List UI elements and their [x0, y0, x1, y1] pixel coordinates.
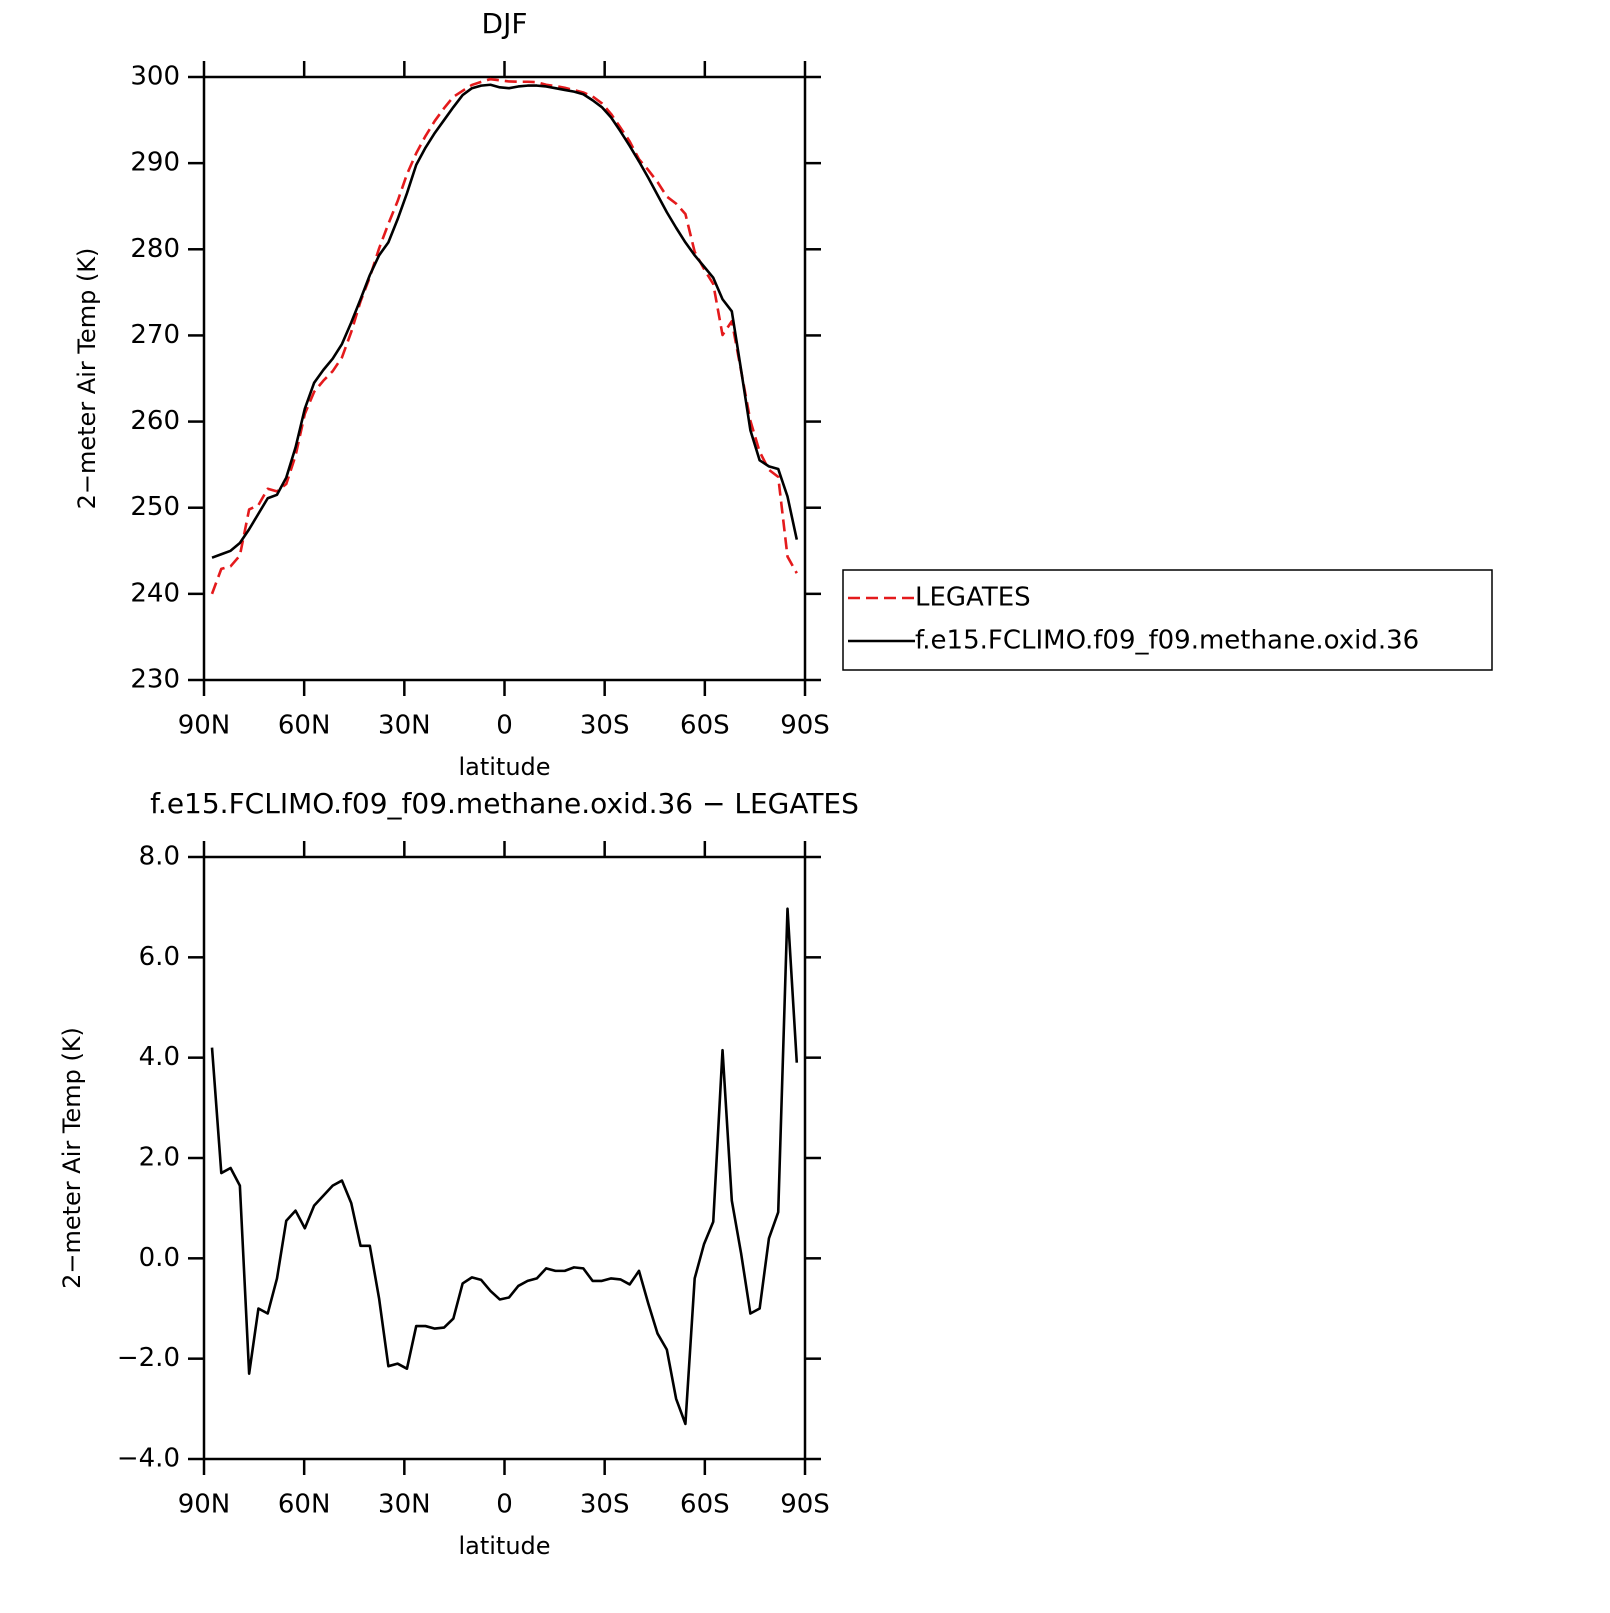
data-line [210, 907, 799, 1426]
x-tick-label: 0 [496, 711, 513, 741]
y-tick-label: 280 [130, 234, 180, 264]
y-tick-label: −4.0 [117, 1444, 180, 1474]
data-line [210, 77, 798, 595]
y-tick-label: 6.0 [139, 942, 180, 972]
chart-title: f.e15.FCLIMO.f09_f09.methane.oxid.36 − L… [150, 787, 859, 820]
y-tick-label: −2.0 [117, 1343, 180, 1373]
y-tick-label: 250 [130, 492, 180, 522]
x-axis-label: latitude [458, 1532, 550, 1560]
legend-label: f.e15.FCLIMO.f09_f09.methane.oxid.36 [915, 626, 1419, 656]
data-line [211, 83, 799, 559]
y-axis-label: 2−meter Air Temp (K) [73, 248, 101, 510]
x-tick-label: 90N [178, 711, 231, 741]
x-tick-label: 60S [680, 711, 730, 741]
x-tick-label: 90N [178, 1490, 231, 1520]
y-tick-label: 0.0 [139, 1243, 180, 1273]
y-tick-label: 4.0 [139, 1042, 180, 1072]
x-tick-label: 30S [580, 1490, 630, 1520]
x-tick-label: 90S [780, 711, 830, 741]
y-tick-label: 8.0 [139, 842, 180, 872]
x-tick-label: 90S [780, 1490, 830, 1520]
x-tick-label: 30N [378, 1490, 431, 1520]
legend-label: LEGATES [915, 583, 1031, 613]
x-tick-label: 30N [378, 711, 431, 741]
y-tick-label: 230 [130, 665, 180, 695]
y-tick-label: 290 [130, 148, 180, 178]
legend-box [842, 569, 1493, 671]
x-tick-label: 60S [680, 1490, 730, 1520]
y-tick-label: 2.0 [139, 1143, 180, 1173]
plot-frame [202, 75, 807, 682]
y-tick-label: 240 [130, 578, 180, 608]
y-axis-label: 2−meter Air Temp (K) [58, 1027, 86, 1289]
x-tick-label: 0 [496, 1490, 513, 1520]
x-tick-label: 60N [278, 711, 331, 741]
y-tick-label: 260 [130, 406, 180, 436]
x-tick-label: 30S [580, 711, 630, 741]
y-tick-label: 270 [130, 320, 180, 350]
x-tick-label: 60N [278, 1490, 331, 1520]
plot-frame [202, 855, 807, 1461]
chart-title: DJF [482, 7, 528, 40]
y-tick-label: 300 [130, 62, 180, 92]
x-axis-label: latitude [458, 753, 550, 781]
